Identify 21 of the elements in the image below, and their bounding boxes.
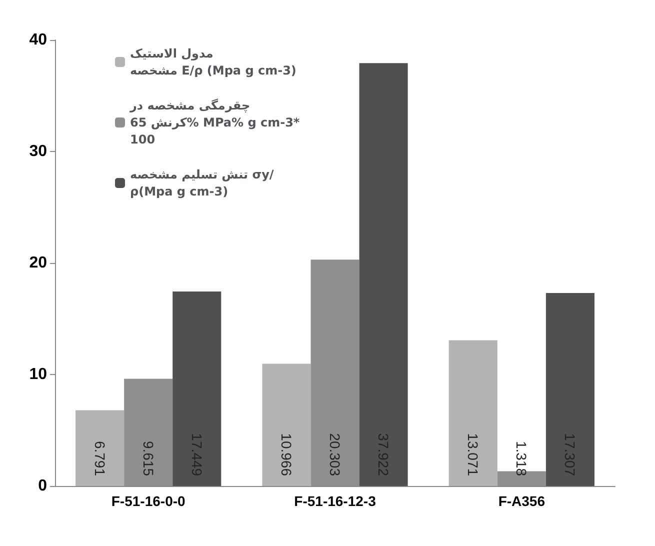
- y-tick-label: 10: [29, 366, 48, 383]
- y-tick-label: 0: [38, 478, 48, 494]
- bar: [76, 410, 124, 486]
- data-label: 6.791: [92, 440, 108, 476]
- x-tick-label: F-A356: [498, 493, 546, 509]
- x-tick-label: F-51-16-12-3: [294, 493, 376, 509]
- data-label: 20.303: [327, 433, 343, 476]
- y-tick-label: 20: [29, 254, 48, 272]
- bar: [172, 291, 222, 486]
- data-label: 1.318: [514, 440, 530, 476]
- data-label: 9.615: [140, 440, 156, 476]
- y-tick-label: 30: [29, 143, 48, 160]
- y-tick-label: 40: [29, 32, 48, 48]
- legend-label: مدول الاستیک مشخصه E/ρ (Mpa g cm-3): [130, 46, 296, 78]
- data-label: 10.966: [278, 433, 294, 476]
- bar: [262, 364, 311, 486]
- bar: [546, 293, 594, 486]
- x-tick-label: F-51-16-0-0: [111, 493, 186, 509]
- bar: [448, 340, 498, 486]
- data-label: 13.071: [465, 433, 482, 476]
- bar: [359, 63, 408, 486]
